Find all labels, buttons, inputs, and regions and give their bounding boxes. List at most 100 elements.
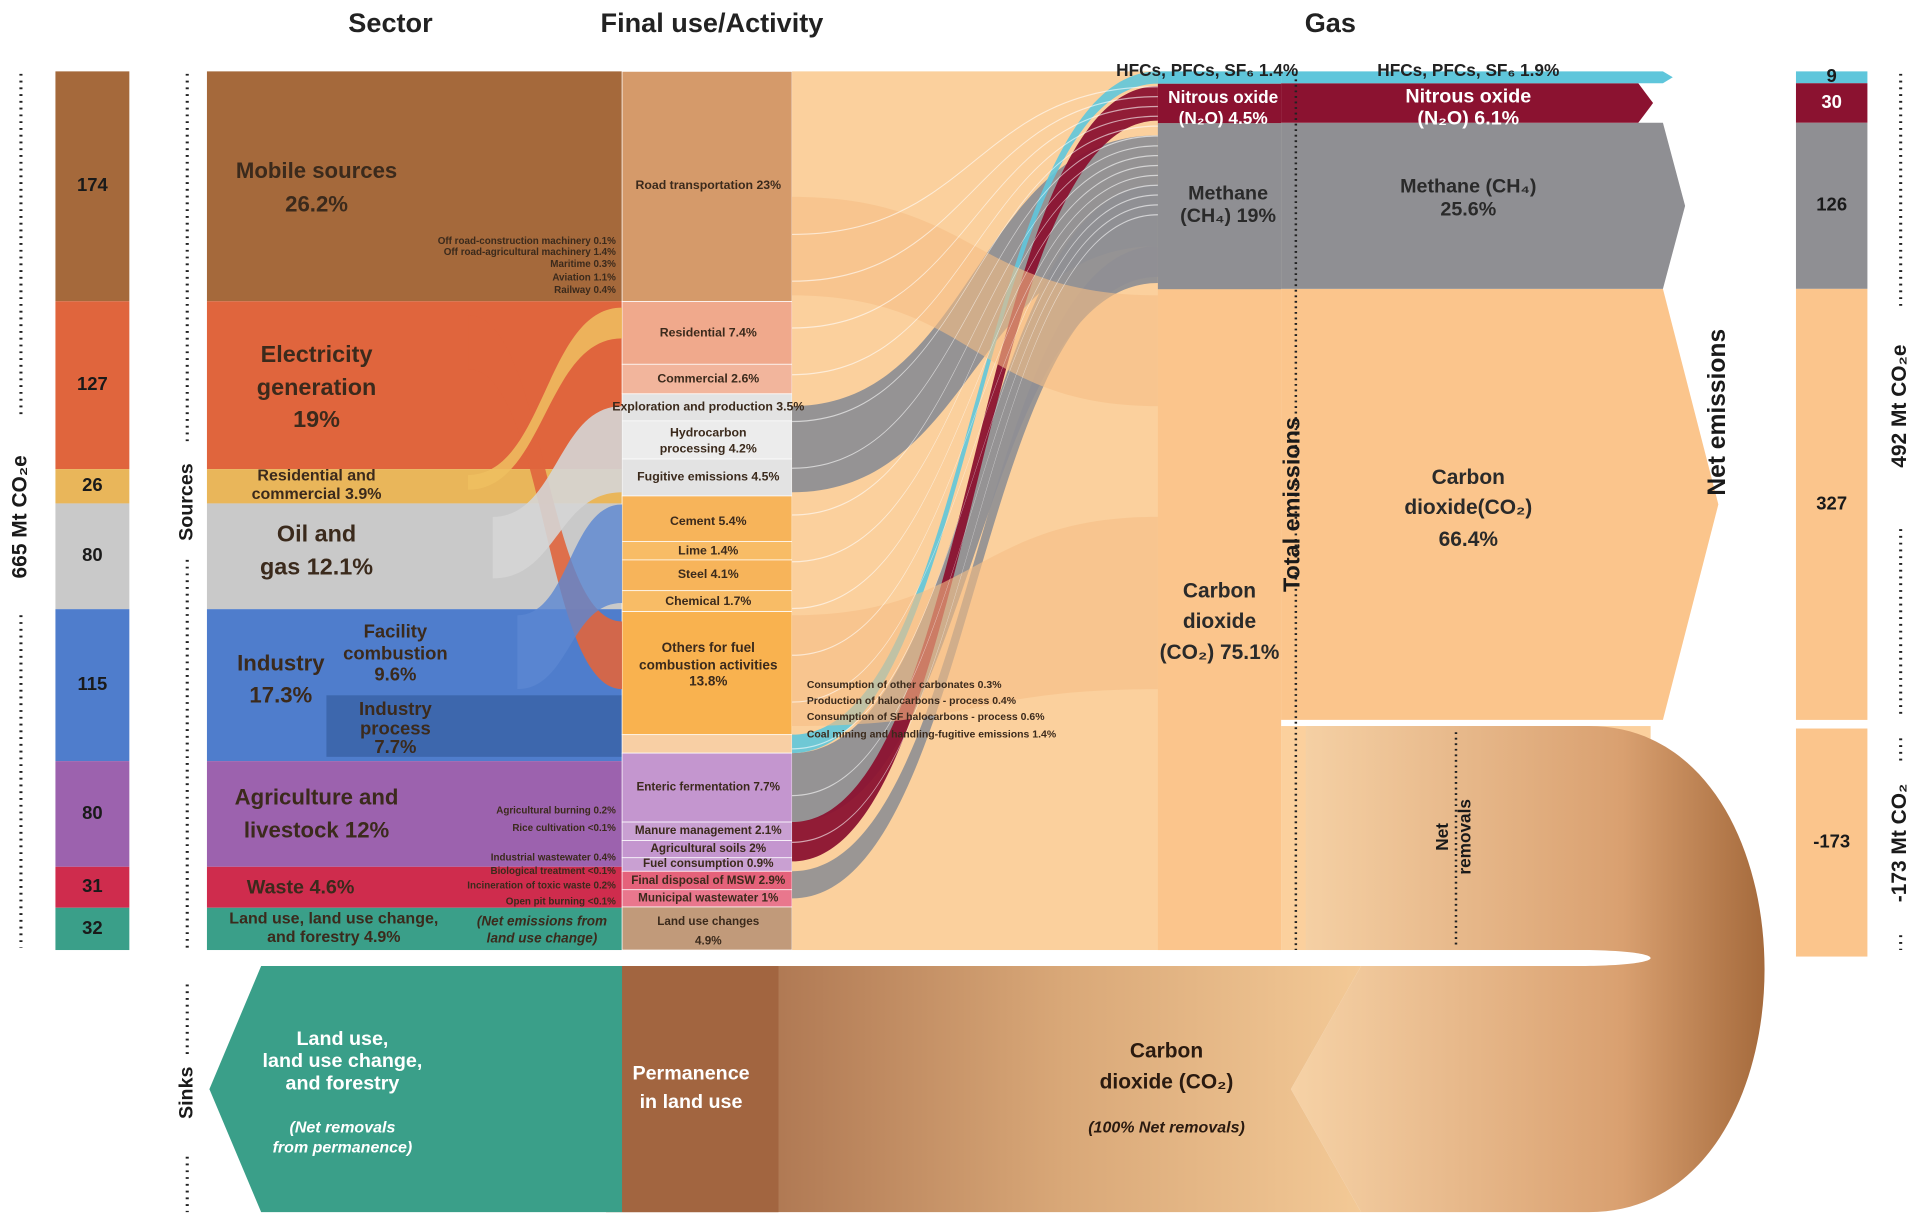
bar-value: 32 bbox=[82, 917, 103, 938]
flow-thread bbox=[792, 164, 1158, 610]
net-removals-label: Net bbox=[1432, 823, 1452, 851]
sink-arrow-lulucf bbox=[209, 966, 623, 1213]
label: Production of halocarbons - process 0.4% bbox=[807, 696, 1017, 707]
label: Lime 1.4% bbox=[678, 544, 738, 558]
label: dioxide(CO₂) bbox=[1404, 496, 1532, 519]
label: (CH₄) 19% bbox=[1180, 205, 1276, 227]
flow-band bbox=[468, 307, 623, 490]
co2-total bbox=[1157, 289, 1282, 951]
sector-bar bbox=[55, 866, 130, 908]
hfc-net-arrow bbox=[1281, 71, 1673, 84]
right-total-label: 492 Mt CO₂e bbox=[1888, 345, 1911, 468]
label: HFCs, PFCs, SF₆ 1.9% bbox=[1377, 60, 1559, 80]
sector-subblock bbox=[326, 695, 623, 757]
flow-band bbox=[792, 184, 1158, 823]
label: Agricultural soils 2% bbox=[650, 842, 766, 855]
activity-block bbox=[621, 420, 793, 460]
total-label: 665 Mt CO₂e bbox=[8, 455, 31, 578]
subsector-label: Open pit burning <0.1% bbox=[506, 897, 616, 908]
label: in land use bbox=[640, 1091, 743, 1113]
flow-thread bbox=[792, 125, 1158, 423]
flow-thread bbox=[792, 174, 1158, 656]
bar-value: 30 bbox=[1821, 91, 1842, 112]
net-removals-label: removals bbox=[1454, 799, 1474, 875]
label: combustion bbox=[343, 643, 448, 664]
label: Enteric fermentation 7.7% bbox=[636, 781, 780, 794]
subsector-label: Industrial wastewater 0.4% bbox=[491, 852, 616, 863]
column-header: Sector bbox=[348, 7, 433, 38]
n2o-total bbox=[1157, 83, 1282, 124]
label: Commercial 2.6% bbox=[657, 371, 759, 385]
net-emissions-label: Net emissions bbox=[1704, 329, 1731, 496]
flow-thread bbox=[792, 95, 1158, 282]
subsector-label: Maritime 0.3% bbox=[550, 259, 616, 270]
flow-thread bbox=[792, 115, 1158, 376]
flow-band bbox=[792, 516, 1158, 727]
bar-value: 31 bbox=[82, 875, 103, 896]
label: dioxide bbox=[1183, 610, 1256, 633]
label: (CO₂) 75.1% bbox=[1160, 641, 1280, 664]
label: Waste 4.6% bbox=[247, 877, 355, 899]
subsector-label: Incineration of toxic waste 0.2% bbox=[467, 881, 616, 892]
bar-value: 80 bbox=[82, 802, 103, 823]
label: Oil and bbox=[277, 520, 356, 546]
bar-value: 126 bbox=[1816, 194, 1847, 215]
right-bar bbox=[1795, 728, 1868, 957]
label: combustion activities bbox=[639, 657, 777, 672]
sink-return-curve bbox=[1290, 726, 1765, 1213]
bar-value: 26 bbox=[82, 474, 103, 495]
column-header: Gas bbox=[1305, 7, 1356, 38]
sector-bar bbox=[55, 71, 130, 302]
label: Hydrocarbon bbox=[670, 425, 747, 439]
label: 19% bbox=[293, 406, 340, 432]
label: Industry bbox=[359, 698, 433, 719]
label: processing 4.2% bbox=[660, 441, 757, 455]
label: process bbox=[360, 718, 431, 739]
bar-value: 9 bbox=[1827, 65, 1837, 86]
subsector-label: Railway 0.4% bbox=[554, 285, 616, 296]
label: Methane bbox=[1188, 183, 1268, 205]
sector-block bbox=[206, 866, 623, 908]
label: Manure management 2.1% bbox=[635, 824, 782, 837]
activity-block bbox=[621, 906, 793, 951]
bar-value: 174 bbox=[77, 174, 109, 195]
right-bar bbox=[1795, 71, 1868, 84]
right-bar bbox=[1795, 122, 1868, 289]
label: Nitrous oxide bbox=[1405, 85, 1531, 107]
label: and forestry bbox=[286, 1072, 400, 1094]
subsector-label: Off road-construction machinery 0.1% bbox=[438, 236, 616, 247]
label: dioxide (CO₂) bbox=[1100, 1070, 1234, 1093]
label: from permanence) bbox=[273, 1139, 413, 1156]
label: Consumption of other carbonates 0.3% bbox=[807, 680, 1002, 691]
hfc-total bbox=[1157, 71, 1282, 84]
activity-block bbox=[621, 363, 793, 395]
label: Nitrous oxide bbox=[1168, 87, 1278, 107]
sink-arrow-co2 bbox=[622, 966, 1362, 1213]
label: 66.4% bbox=[1439, 528, 1499, 551]
flow-thread bbox=[792, 194, 1158, 750]
label: Permanence bbox=[632, 1063, 749, 1085]
label: Industry bbox=[237, 650, 325, 675]
flow-band bbox=[792, 196, 1158, 407]
right-bar bbox=[1795, 288, 1868, 720]
label: Agriculture and bbox=[235, 785, 399, 810]
label: commercial 3.9% bbox=[252, 486, 382, 503]
side-label: Sinks bbox=[175, 1066, 197, 1119]
subsector-label: Biological treatment <0.1% bbox=[490, 866, 616, 877]
background-layer bbox=[19, 71, 1903, 1213]
label: Residential and bbox=[257, 467, 375, 484]
flow-layer bbox=[468, 71, 1158, 899]
label: land use change, bbox=[263, 1050, 423, 1072]
sector-bar bbox=[55, 907, 130, 951]
co2-net-arrow bbox=[1281, 288, 1719, 720]
label: (Net removals bbox=[290, 1120, 396, 1137]
label: Steel 4.1% bbox=[678, 567, 739, 581]
side-label: Sources bbox=[175, 463, 197, 541]
label: Final disposal of MSW 2.9% bbox=[631, 874, 786, 887]
bar-value: 327 bbox=[1816, 492, 1847, 513]
text-layer: 174 127 26 80 115 80 31 32 9 30 126 327 -173 Sector Fi… bbox=[8, 7, 1911, 1157]
flow-thread bbox=[792, 184, 1158, 703]
flow-thread bbox=[792, 204, 1158, 797]
label: Exploration and production 3.5% bbox=[612, 400, 804, 414]
